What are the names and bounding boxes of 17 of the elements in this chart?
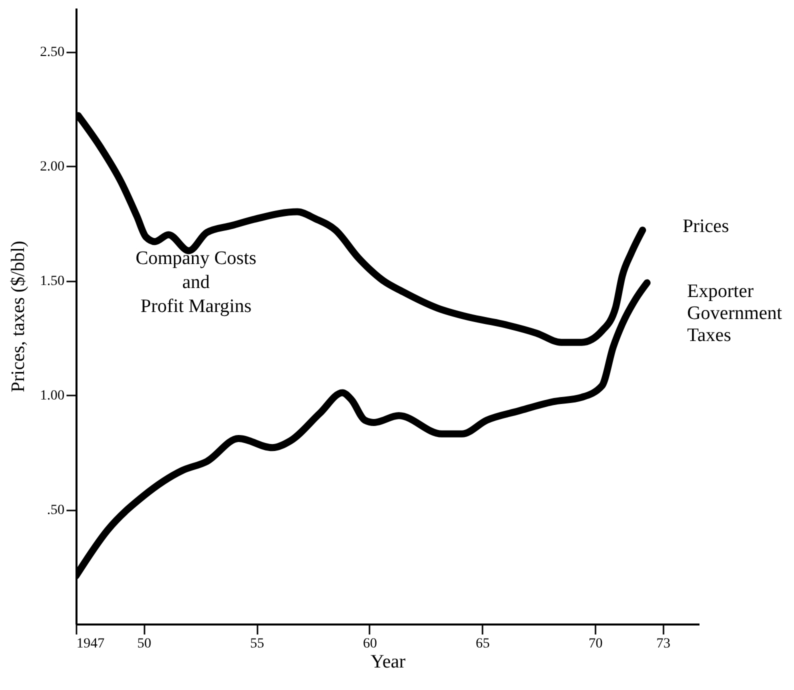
y-tick-label: .50 <box>47 503 64 518</box>
x-tick-label: 60 <box>362 636 377 652</box>
y-axis-title: Prices, taxes ($/bbl) <box>8 240 29 392</box>
x-tick-label: 70 <box>588 636 603 652</box>
annotation: Company Costs and Profit Margins <box>136 248 256 317</box>
y-tick-label: 1.50 <box>40 274 64 290</box>
y-tick-label: 2.50 <box>40 45 64 60</box>
y-tick-label: 1.00 <box>40 388 64 404</box>
x-axis-title: Year <box>370 652 406 672</box>
y-tick-label: 2.00 <box>40 160 64 175</box>
x-tick-label: 65 <box>476 636 490 652</box>
x-tick-label: 50 <box>137 636 152 652</box>
text: Prices <box>682 216 730 238</box>
x-tick-label: 1947 <box>76 636 104 652</box>
x-tick-label: 55 <box>250 636 264 652</box>
x-tick-label: 73 <box>656 636 670 652</box>
text: Exporter Government Taxes <box>687 280 783 346</box>
